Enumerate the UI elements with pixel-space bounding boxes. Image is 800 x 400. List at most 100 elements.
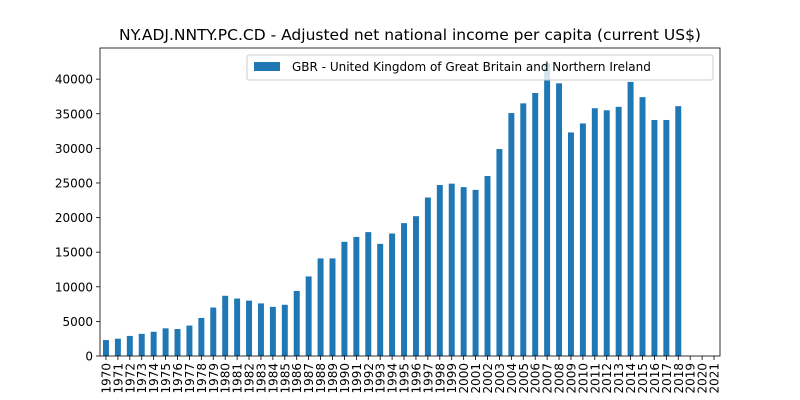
x-tick-label: 1989	[326, 363, 340, 394]
x-tick-label: 2002	[481, 363, 495, 394]
x-tick-label: 1971	[111, 363, 125, 394]
x-tick-label: 2018	[672, 363, 686, 394]
bar-1970	[102, 340, 109, 356]
y-tick-label: 5000	[62, 315, 93, 329]
x-tick-label: 2017	[660, 363, 674, 394]
bar-1985	[281, 304, 288, 356]
bar-1980	[222, 295, 229, 356]
x-tick-label: 1987	[302, 363, 316, 394]
y-axis: 0 5000 10000 15000 20000 25000 30000 35000 40000	[55, 73, 100, 364]
bar-1976	[174, 329, 181, 356]
x-tick-label: 2020	[696, 363, 710, 394]
x-tick-label: 1982	[243, 363, 257, 394]
legend: GBR - United Kingdom of Great Britain an…	[246, 54, 714, 81]
x-tick-label: 1993	[374, 363, 388, 394]
bar-2001	[472, 189, 479, 356]
x-tick-label: 1977	[183, 363, 197, 394]
x-tick-label: 1976	[171, 363, 185, 394]
x-tick-label: 2000	[457, 363, 471, 394]
bar-1981	[234, 298, 241, 356]
x-tick-label: 1986	[290, 363, 304, 394]
legend-swatch	[254, 62, 280, 71]
x-tick-label: 2013	[612, 363, 626, 394]
x-axis: 1970197119721973197419751976197719781979…	[99, 356, 722, 394]
x-tick-label: 2021	[708, 363, 722, 394]
bar-1973	[138, 333, 145, 356]
bar-1989	[329, 258, 336, 356]
bar-1972	[126, 335, 133, 356]
x-tick-label: 1995	[398, 363, 412, 394]
x-tick-label: 1981	[231, 363, 245, 394]
x-tick-label: 1988	[314, 363, 328, 394]
bar-1982	[246, 300, 253, 356]
x-tick-label: 2008	[553, 363, 567, 394]
x-tick-label: 2015	[636, 363, 650, 394]
x-tick-label: 2006	[529, 363, 543, 394]
bar-2006	[532, 92, 539, 357]
bar-1975	[162, 328, 169, 356]
bar-1994	[389, 233, 396, 356]
bar-2014	[627, 81, 634, 356]
bar-2012	[603, 110, 610, 356]
bar-2015	[639, 97, 646, 356]
x-tick-label: 2009	[564, 363, 578, 394]
x-tick-label: 1998	[433, 363, 447, 394]
bar-2004	[508, 113, 515, 356]
x-tick-label: 1997	[421, 363, 435, 394]
bar-2007	[544, 63, 551, 356]
bar-1999	[448, 183, 455, 356]
bar-1977	[186, 325, 193, 356]
x-tick-label: 1983	[254, 363, 268, 394]
y-tick-label: 25000	[55, 176, 93, 190]
y-tick-label: 35000	[55, 107, 93, 121]
bar-2003	[496, 149, 503, 356]
bar-2017	[663, 119, 670, 356]
bar-1998	[436, 185, 443, 356]
bar-2011	[591, 108, 598, 356]
x-tick-label: 2007	[541, 363, 555, 394]
y-tick-label: 40000	[55, 73, 93, 87]
x-tick-label: 1974	[147, 363, 161, 394]
x-tick-label: 1994	[386, 363, 400, 394]
x-tick-label: 2004	[505, 363, 519, 394]
bar-1988	[317, 258, 324, 356]
bar-2008	[556, 83, 563, 357]
x-tick-label: 2005	[517, 363, 531, 394]
y-tick-label: 30000	[55, 142, 93, 156]
x-tick-label: 1980	[219, 363, 233, 394]
x-tick-label: 2012	[600, 363, 614, 394]
x-tick-label: 2010	[576, 363, 590, 394]
x-tick-label: 1979	[207, 363, 221, 394]
bar-2005	[520, 103, 527, 357]
bar-1974	[150, 331, 157, 356]
bar-2010	[579, 123, 586, 356]
bar-1971	[114, 338, 121, 356]
bar-1993	[377, 243, 384, 356]
bar-1991	[353, 236, 360, 356]
legend-box	[246, 54, 714, 81]
bar-1992	[365, 232, 372, 356]
bar-1983	[257, 303, 264, 356]
x-tick-label: 1972	[123, 363, 137, 394]
x-tick-label: 1973	[135, 363, 149, 394]
x-tick-label: 2001	[469, 363, 483, 394]
x-tick-label: 2011	[588, 363, 602, 394]
bars	[102, 63, 682, 357]
plot-frame	[99, 47, 721, 357]
bar-1995	[401, 223, 408, 356]
x-tick-label: 1975	[159, 363, 173, 394]
x-tick-label: 1996	[409, 363, 423, 394]
x-tick-label: 1984	[266, 363, 280, 394]
x-tick-label: 2019	[684, 363, 698, 394]
legend-label: GBR - United Kingdom of Great Britain an…	[292, 60, 651, 74]
bar-2013	[615, 106, 622, 356]
bar-1987	[305, 276, 312, 356]
x-tick-label: 1978	[195, 363, 209, 394]
x-tick-label: 1990	[338, 363, 352, 394]
y-tick-label: 10000	[55, 280, 93, 294]
chart-title: NY.ADJ.NNTY.PC.CD - Adjusted net nationa…	[119, 26, 701, 44]
x-tick-label: 1991	[350, 363, 364, 394]
y-tick-label: 0	[85, 350, 93, 364]
bar-2009	[567, 132, 574, 356]
